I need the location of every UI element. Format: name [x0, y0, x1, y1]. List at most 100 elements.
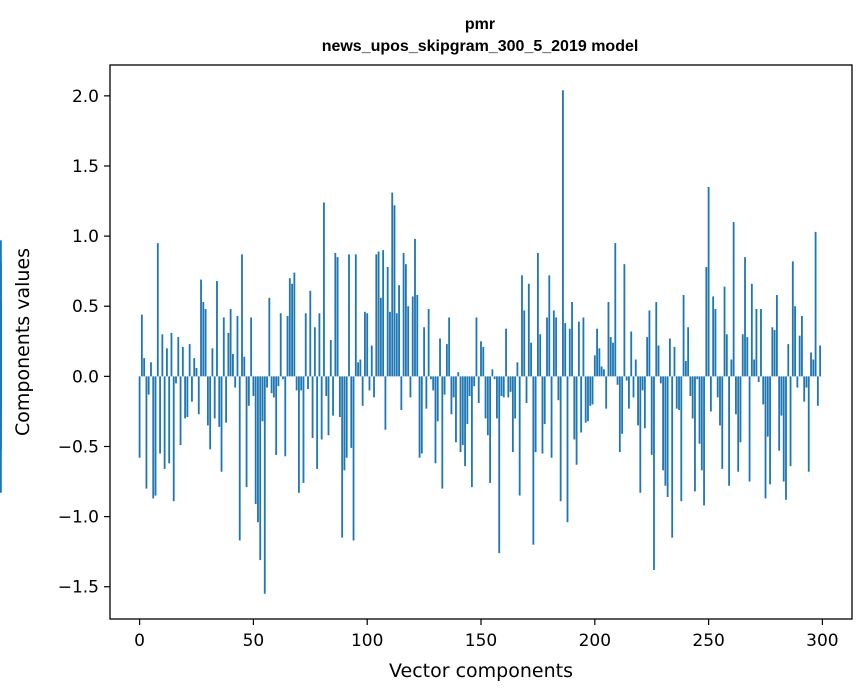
bar-97	[359, 359, 362, 377]
y-tick-label-0: −1.5	[58, 578, 99, 598]
bar-235	[673, 346, 676, 377]
bar-252	[712, 296, 715, 377]
bar-87	[336, 257, 339, 377]
bar-249	[705, 266, 708, 377]
bar-292	[803, 376, 806, 402]
x-tick-label-100: 100	[351, 631, 383, 651]
bar-259	[728, 376, 730, 486]
bar-236	[675, 376, 678, 409]
bar-49	[250, 317, 253, 377]
bar-186	[562, 90, 564, 377]
bar-13	[168, 376, 171, 464]
bar-123	[418, 376, 421, 458]
bar-70	[298, 376, 300, 493]
bar-179	[546, 317, 548, 377]
bar-162	[507, 376, 510, 398]
bar-281	[778, 376, 781, 451]
bar-204	[603, 369, 605, 377]
bar-89	[341, 376, 344, 538]
bar-178	[543, 376, 546, 425]
bar-227	[655, 302, 658, 377]
bar-20	[184, 376, 187, 419]
bar-33	[213, 376, 216, 419]
bar-175	[536, 252, 539, 377]
bar-261	[732, 222, 735, 377]
x-tick-label-200: 200	[579, 631, 611, 651]
bar-233	[669, 338, 671, 377]
bar-260	[730, 359, 733, 377]
bar-113	[395, 313, 398, 377]
bar-160	[502, 376, 505, 398]
x-tick-label-50: 50	[243, 631, 265, 651]
bar-65	[286, 316, 289, 377]
y-tick-label-5: 1.0	[72, 227, 99, 247]
bar-190	[571, 302, 573, 377]
bar-168	[521, 275, 523, 377]
bar-120	[411, 296, 414, 377]
bar-224	[648, 310, 651, 377]
bar-101	[368, 376, 371, 391]
bar-85	[332, 376, 334, 416]
bar-undefined	[0, 240, 2, 377]
bar-183	[555, 317, 558, 377]
bar-223	[646, 337, 649, 377]
bar-129	[432, 376, 435, 391]
bar-18	[179, 376, 182, 446]
bar-219	[637, 376, 639, 426]
bar-137	[450, 376, 453, 415]
bar-2	[143, 358, 146, 377]
y-tick-label-3: 0.0	[72, 367, 99, 387]
bar-80	[320, 376, 323, 440]
bar-272	[757, 376, 760, 382]
bar-36	[220, 376, 223, 472]
bar-266	[744, 257, 746, 377]
bar-191	[573, 376, 576, 440]
bar-220	[639, 376, 642, 493]
x-tick-label-250: 250	[692, 631, 724, 651]
bar-9	[159, 376, 161, 454]
bar-172	[530, 342, 532, 377]
bar-114	[398, 285, 400, 377]
bar-116	[402, 252, 405, 377]
bar-154	[489, 376, 492, 483]
bar-256	[721, 376, 724, 469]
bar-145	[468, 376, 471, 396]
bar-276	[766, 376, 769, 437]
bar-24	[193, 358, 196, 377]
bar-159	[500, 376, 503, 396]
x-axis-ticks: 0 50 100 150 200 250 300	[134, 619, 839, 651]
bar-295	[810, 352, 812, 377]
bar-265	[741, 334, 744, 377]
bar-140	[457, 372, 460, 377]
bar-229	[659, 376, 662, 384]
bar-53	[259, 376, 262, 561]
bar-240	[684, 360, 687, 377]
bar-200	[593, 355, 596, 377]
bar-253	[714, 309, 717, 377]
bar-135	[445, 344, 448, 377]
bar-77	[313, 327, 316, 377]
bar-278	[771, 327, 774, 377]
bar-72	[302, 376, 305, 483]
bar-230	[662, 376, 664, 471]
bar-47	[245, 376, 248, 488]
bar-74	[307, 376, 309, 389]
bar-185	[559, 376, 562, 502]
bar-undefined	[0, 376, 2, 412]
bar-258	[725, 334, 728, 377]
bar-42	[234, 376, 237, 388]
bar-152	[484, 376, 487, 419]
bar-187	[564, 323, 567, 377]
bar-12	[165, 348, 168, 377]
bar-22	[188, 344, 191, 377]
bar-218	[634, 359, 637, 377]
bar-293	[805, 376, 808, 388]
bar-211	[618, 376, 621, 453]
bar-54	[261, 376, 264, 422]
bar-246	[698, 376, 701, 444]
bar-225	[650, 376, 653, 455]
x-tick-label-0: 0	[134, 631, 145, 651]
bar-38	[225, 376, 227, 423]
bar-284	[785, 376, 787, 500]
bar-109	[386, 266, 389, 377]
